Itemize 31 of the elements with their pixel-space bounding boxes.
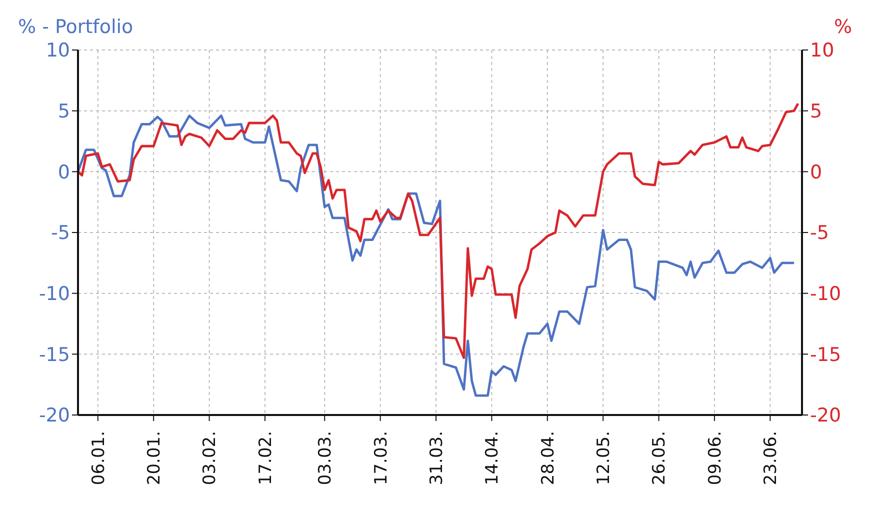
line-series xyxy=(78,102,800,360)
x-tick-label: 20.01. xyxy=(144,431,165,486)
x-tick-label: 31.03. xyxy=(426,431,447,486)
y2-tick-label: -20 xyxy=(810,404,842,427)
y2-tick-label: -15 xyxy=(810,344,842,366)
y-tick-label: -15 xyxy=(38,344,70,366)
y2-tick-label: -5 xyxy=(810,222,829,244)
x-tick-label: 28.04. xyxy=(538,431,558,486)
x-tick-label: 26.05. xyxy=(650,431,670,486)
y-tick-label: 0 xyxy=(58,161,70,184)
y2-tick-label: 0 xyxy=(810,161,822,184)
y-tick-label: -10 xyxy=(38,283,70,306)
y2-tick-label: 10 xyxy=(810,40,834,62)
x-tick-label: 23.06. xyxy=(761,431,782,486)
line-series xyxy=(78,114,796,397)
y2-tick-label: -10 xyxy=(810,283,842,306)
x-tick-label: 09.06. xyxy=(705,431,726,486)
y-axis-title: % - Portfolio xyxy=(18,16,134,38)
y-tick-label: 5 xyxy=(58,100,70,123)
x-tick-label: 03.02. xyxy=(200,431,220,486)
x-tick-label: 17.03. xyxy=(371,431,392,486)
x-tick-label: 17.02. xyxy=(256,431,276,486)
y2-axis-title: % xyxy=(834,16,852,38)
x-tick-label: 06.01. xyxy=(88,431,109,486)
x-tick-label: 14.04. xyxy=(482,431,503,486)
y-tick-label: 10 xyxy=(46,40,70,62)
y-tick-label: -20 xyxy=(38,404,70,427)
y-tick-label: -5 xyxy=(51,222,70,244)
y2-tick-label: 5 xyxy=(810,100,822,123)
x-tick-label: 12.05. xyxy=(594,431,614,486)
x-tick-label: 03.03. xyxy=(316,431,336,486)
